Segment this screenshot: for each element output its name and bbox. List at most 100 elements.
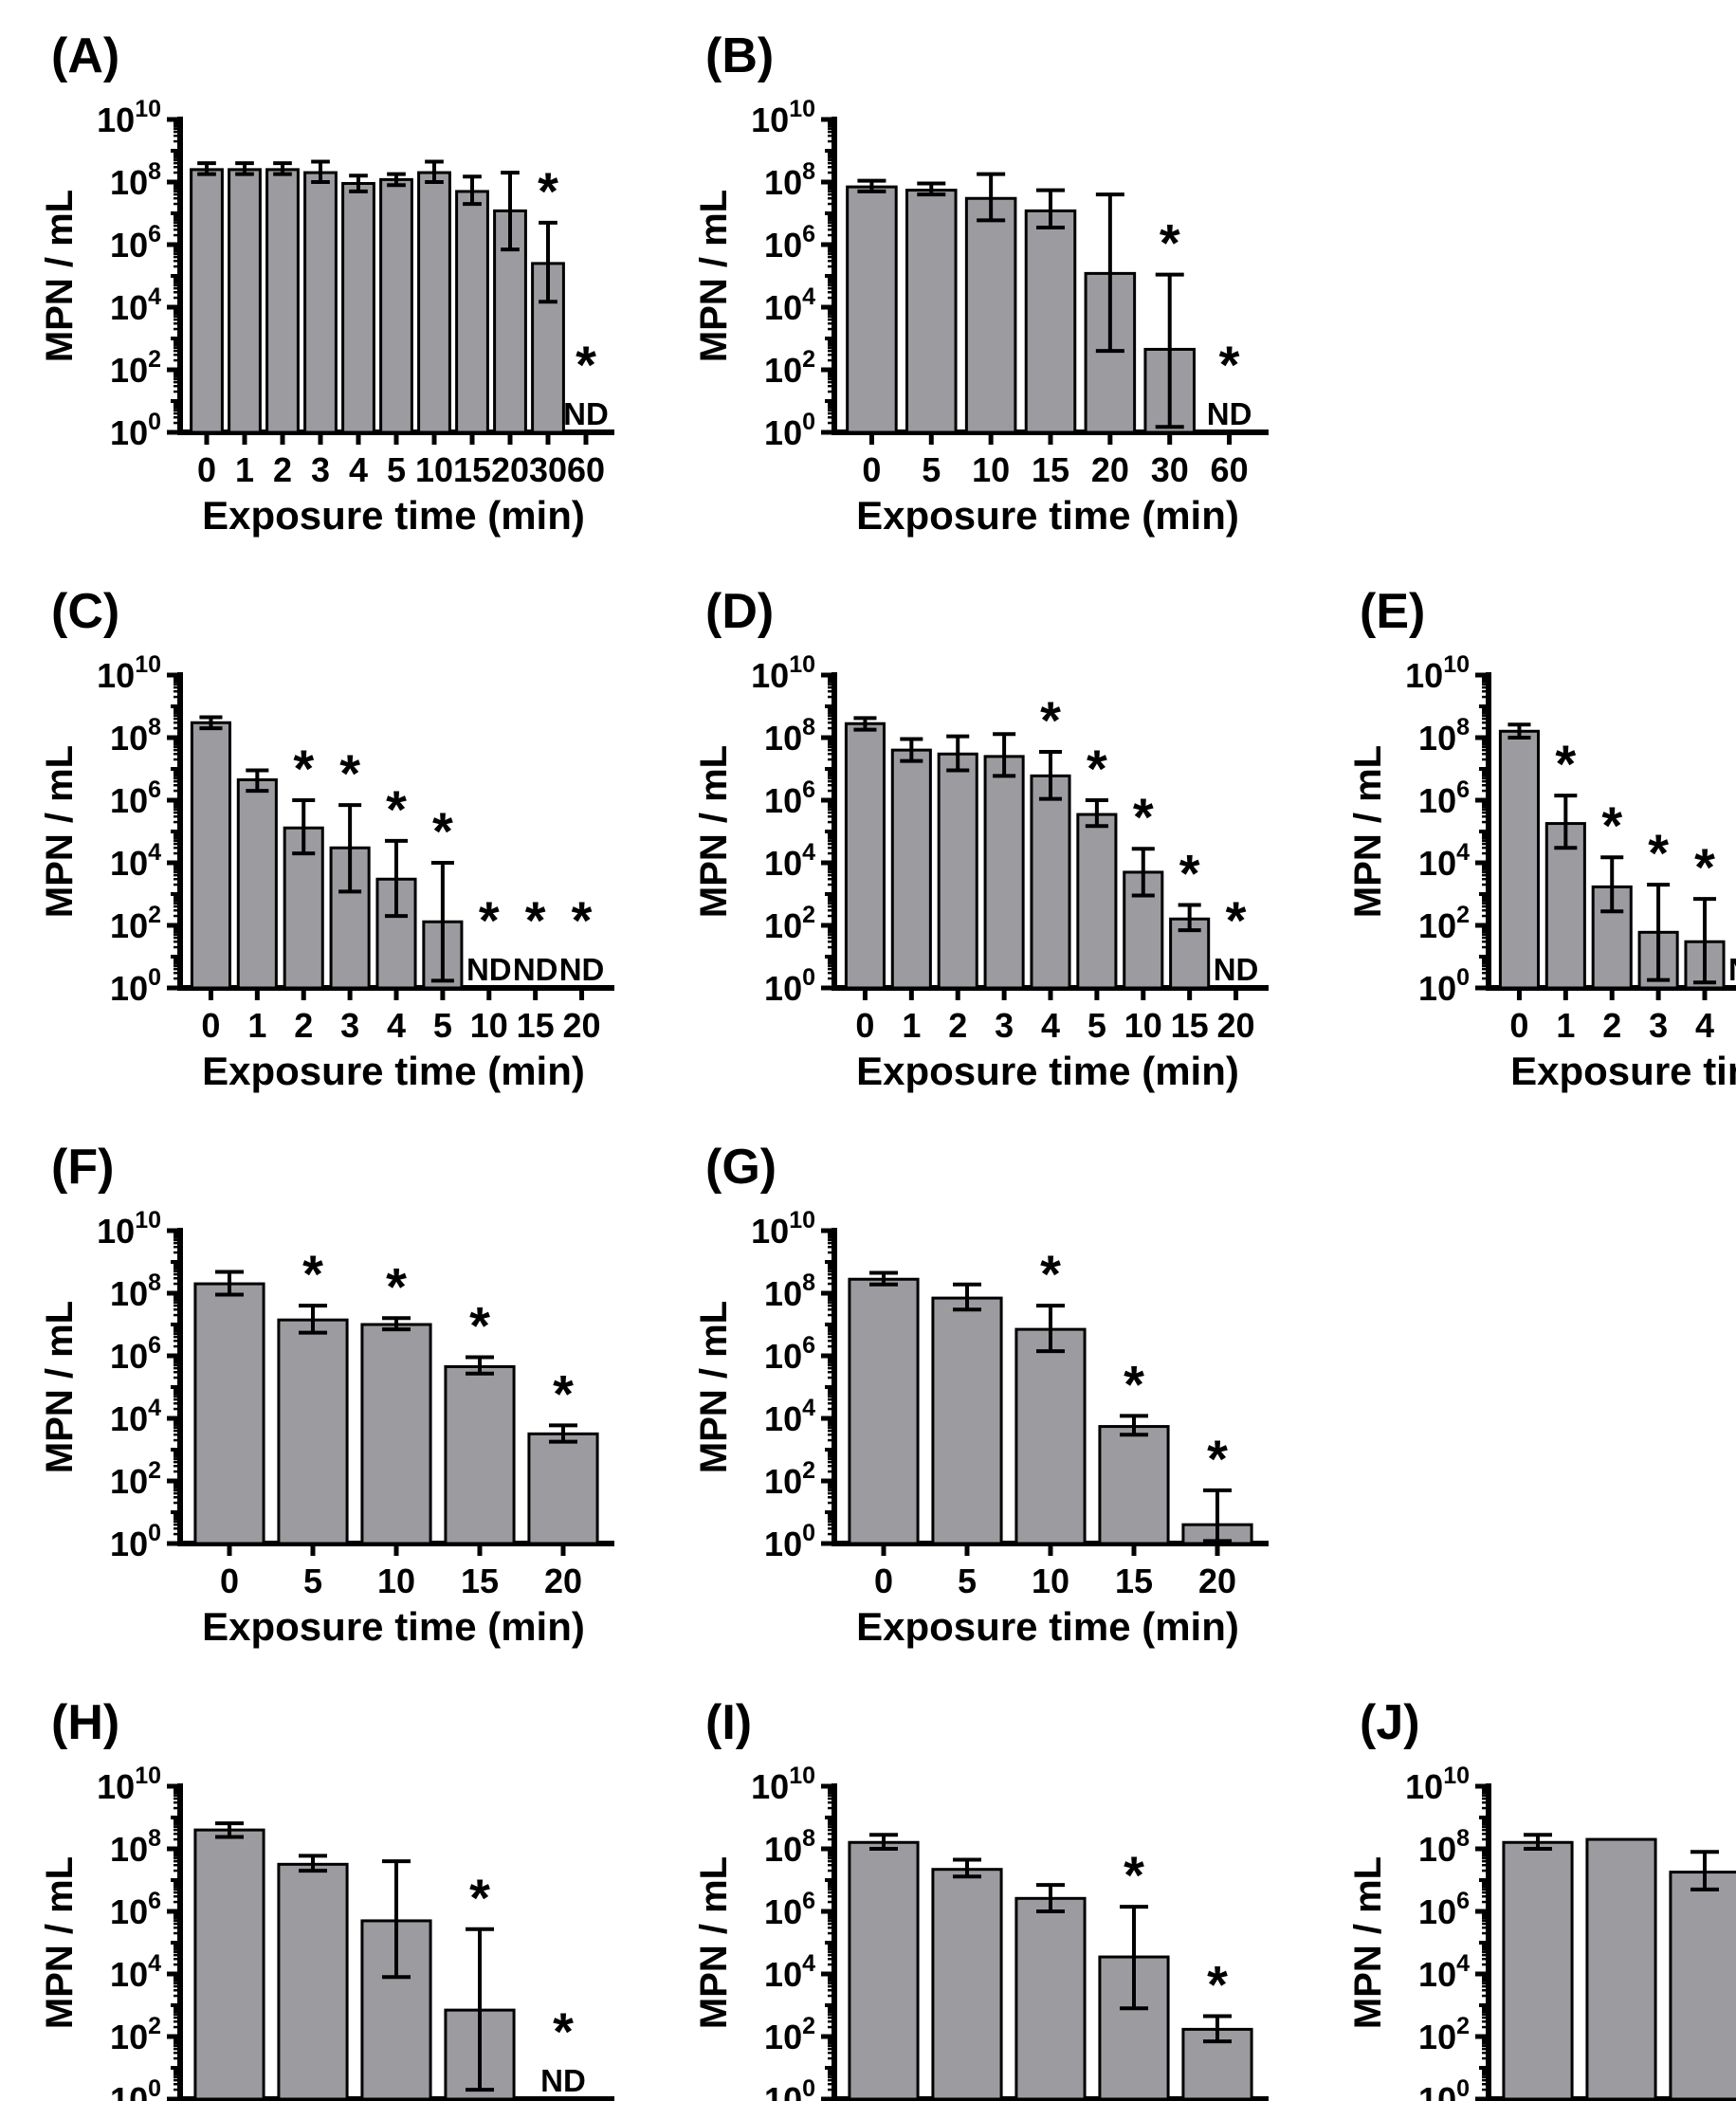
bar <box>848 1840 920 2101</box>
y-tick-label: 106 <box>764 776 815 820</box>
y-tick-label: 102 <box>110 1457 161 1501</box>
y-tick-label: 1010 <box>751 1207 815 1251</box>
figure-row-1: (A) 100 102 104 106 108 1010 MPN / mL 0 1 2 3 4 5 10 15… <box>0 0 1736 556</box>
y-tick-label: 102 <box>110 902 161 945</box>
panel-label: (F) <box>51 1140 114 1195</box>
x-tick-label: 2 <box>948 1006 967 1045</box>
significance-asterisk: * <box>1555 734 1576 794</box>
x-tick-label: 5 <box>303 1562 322 1600</box>
bar <box>360 1323 432 1545</box>
y-tick-label: 102 <box>764 902 815 945</box>
x-tick-label: 1 <box>247 1006 266 1045</box>
significance-asterisk: * <box>1133 787 1154 847</box>
x-axis-title: Exposure time (min) <box>202 1049 585 1093</box>
panel-label: (E) <box>1360 584 1425 639</box>
bar <box>964 196 1017 434</box>
significance-asterisk: * <box>469 1296 490 1356</box>
y-tick-label: 104 <box>764 1395 815 1438</box>
bar <box>905 189 958 434</box>
x-tick-label: 4 <box>387 1006 406 1045</box>
y-tick-label: 100 <box>110 1520 161 1563</box>
bar <box>1585 1837 1657 2101</box>
x-tick-label: 0 <box>862 450 881 489</box>
y-tick-label: 102 <box>1418 2013 1470 2056</box>
significance-asterisk: * <box>1601 795 1622 855</box>
chart-(C): (C) 100 102 104 106 108 1010 MPN / mL 0 1 * 2 * 3 * 4 * 5… <box>39 584 614 1093</box>
x-tick-label: 20 <box>491 450 529 489</box>
x-tick-label: 4 <box>1695 1006 1714 1045</box>
significance-asterisk: * <box>1207 1954 1228 2014</box>
y-tick-label: 106 <box>110 1332 161 1376</box>
y-tick-label: 102 <box>764 1457 815 1501</box>
y-axis-title: MPN / mL <box>39 190 81 362</box>
chart-(D): (D) 100 102 104 106 108 1010 MPN / mL 0 1 2 3 * 4 * 5 * 1… <box>693 584 1269 1093</box>
significance-asterisk: * <box>479 890 500 950</box>
panel-label: (D) <box>705 584 774 639</box>
significance-asterisk: * <box>525 890 546 950</box>
bar <box>303 171 338 434</box>
bar <box>1030 774 1071 990</box>
nd-label: ND <box>563 396 609 431</box>
x-tick-label: 0 <box>1509 1006 1528 1045</box>
bar <box>190 721 231 990</box>
x-tick-label: 20 <box>1217 1006 1255 1045</box>
significance-asterisk: * <box>386 1256 407 1316</box>
panel-label: (I) <box>705 1695 752 1750</box>
y-axis-title: MPN / mL <box>693 1856 735 2029</box>
x-axis-title: Exposure time (min) <box>1510 1049 1736 1093</box>
bar <box>455 190 489 434</box>
y-tick-label: 100 <box>110 409 161 452</box>
y-tick-label: 108 <box>110 158 161 202</box>
significance-asterisk: * <box>1124 1354 1144 1414</box>
significance-asterisk: * <box>1694 837 1715 897</box>
y-tick-label: 106 <box>764 221 815 265</box>
x-tick-label: 1 <box>235 450 254 489</box>
bar <box>379 177 413 434</box>
y-tick-label: 1010 <box>97 651 161 695</box>
significance-asterisk: * <box>1040 690 1061 750</box>
x-tick-label: 0 <box>220 1562 239 1600</box>
significance-asterisk: * <box>293 739 314 798</box>
y-tick-label: 106 <box>110 1888 161 1931</box>
x-tick-label: 2 <box>1602 1006 1621 1045</box>
y-tick-label: 108 <box>764 1270 815 1313</box>
x-tick-label: 60 <box>567 450 605 489</box>
bar <box>341 182 375 434</box>
bar <box>1014 1327 1087 1545</box>
y-tick-label: 106 <box>110 776 161 820</box>
figure-row-3: (F) 100 102 104 106 108 1010 MPN / mL 0 * 5 * 10 * 15 *… <box>0 1111 1736 1667</box>
x-tick-label: 2 <box>273 450 292 489</box>
nd-label: ND <box>466 952 512 987</box>
y-tick-label: 100 <box>764 964 815 1008</box>
y-tick-label: 1010 <box>97 1763 161 1806</box>
y-axis-title: MPN / mL <box>693 190 735 362</box>
y-tick-label: 104 <box>110 1950 161 1994</box>
y-tick-label: 100 <box>1418 2075 1470 2101</box>
x-tick-label: 0 <box>197 450 216 489</box>
y-axis-title: MPN / mL <box>693 745 735 918</box>
y-tick-label: 108 <box>764 714 815 758</box>
bar <box>1014 1896 1087 2101</box>
panel-label: (A) <box>51 28 119 83</box>
bar <box>1502 1840 1574 2101</box>
x-tick-label: 3 <box>340 1006 359 1045</box>
panel-label: (H) <box>51 1695 119 1750</box>
bar <box>983 755 1025 990</box>
nd-label: ND <box>1214 952 1259 987</box>
y-tick-label: 106 <box>764 1888 815 1931</box>
y-tick-label: 100 <box>110 964 161 1008</box>
x-tick-label: 30 <box>529 450 567 489</box>
y-tick-label: 106 <box>1418 1888 1470 1931</box>
y-tick-label: 100 <box>1418 964 1470 1008</box>
x-tick-label: 60 <box>1211 450 1249 489</box>
y-tick-label: 106 <box>1418 776 1470 820</box>
significance-asterisk: * <box>1219 335 1240 394</box>
x-tick-label: 10 <box>377 1562 415 1600</box>
significance-asterisk: * <box>1087 739 1107 798</box>
x-tick-label: 4 <box>1041 1006 1060 1045</box>
